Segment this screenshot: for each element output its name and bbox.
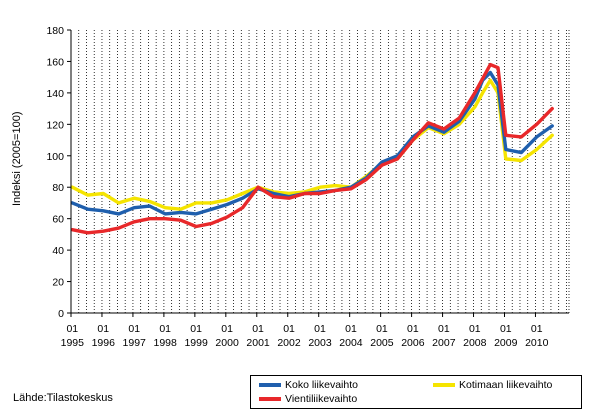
y-tick-label: 60 — [52, 214, 64, 226]
x-axis-ticks: 01 1995 01 1996 01 1997 01 1998 01 1999 01 2000 01 20… — [61, 313, 549, 349]
x-tick-year-label: 2007 — [432, 337, 456, 349]
legend-label-vienti: Vientiliikevaihto — [285, 393, 358, 405]
x-tick-year-label: 2009 — [494, 337, 518, 349]
x-tick-year-label: 2001 — [246, 337, 270, 349]
x-tick-year-label: 2003 — [308, 337, 332, 349]
x-tick-month-label: 01 — [407, 323, 419, 335]
x-tick-month-label: 01 — [345, 323, 357, 335]
x-tick-month-label: 01 — [190, 323, 202, 335]
y-tick-label: 120 — [46, 119, 64, 131]
legend-swatch-koko — [259, 383, 281, 387]
y-tick-label: 100 — [46, 151, 64, 163]
x-tick-month-label: 01 — [469, 323, 481, 335]
x-tick-year-label: 1996 — [92, 337, 116, 349]
x-tick-year-label: 2002 — [277, 337, 301, 349]
x-tick-month-label: 01 — [252, 323, 264, 335]
x-tick-month-label: 01 — [376, 323, 388, 335]
y-tick-label: 0 — [58, 308, 64, 320]
x-tick-year-label: 1998 — [154, 337, 178, 349]
x-tick-month-label: 01 — [500, 323, 512, 335]
y-tick-label: 80 — [52, 182, 64, 194]
legend-swatch-kotimaan — [433, 383, 455, 387]
x-tick-year-label: 1995 — [61, 337, 85, 349]
y-tick-label: 160 — [46, 56, 64, 68]
legend-label-koko: Koko liikevaihto — [285, 379, 358, 391]
legend: Koko liikevaihto Kotimaan liikevaihto Vi… — [250, 375, 582, 409]
x-tick-year-label: 2010 — [525, 337, 549, 349]
x-tick-month-label: 01 — [314, 323, 326, 335]
x-tick-month-label: 01 — [283, 323, 295, 335]
x-tick-year-label: 2006 — [401, 337, 425, 349]
series-lines — [70, 62, 554, 235]
y-tick-label: 140 — [46, 88, 64, 100]
x-tick-year-label: 1999 — [184, 337, 208, 349]
x-tick-year-label: 2005 — [370, 337, 394, 349]
x-tick-month-label: 01 — [128, 323, 140, 335]
x-tick-year-label: 2004 — [339, 337, 363, 349]
x-tick-month-label: 01 — [97, 323, 109, 335]
x-tick-month-label: 01 — [159, 323, 171, 335]
x-tick-year-label: 1997 — [123, 337, 147, 349]
x-tick-year-label: 2008 — [463, 337, 487, 349]
y-axis-title: Indeksi (2005=100) — [11, 112, 23, 206]
series-line-2 — [70, 62, 554, 235]
y-tick-label: 180 — [46, 25, 64, 37]
x-tick-month-label: 01 — [531, 323, 543, 335]
x-tick-month-label: 01 — [66, 323, 78, 335]
y-axis-ticks: 0 20 40 60 80 100 120 140 160 180 — [46, 25, 71, 320]
y-tick-label: 40 — [52, 245, 64, 257]
legend-swatch-vienti — [259, 397, 281, 401]
x-tick-month-label: 01 — [221, 323, 233, 335]
legend-item-koko: Koko liikevaihto — [259, 379, 358, 391]
legend-item-kotimaan: Kotimaan liikevaihto — [433, 379, 552, 391]
series-line-1 — [70, 78, 554, 211]
x-tick-month-label: 01 — [438, 323, 450, 335]
x-tick-year-label: 2000 — [215, 337, 239, 349]
legend-label-kotimaan: Kotimaan liikevaihto — [459, 379, 553, 391]
plot-area — [71, 30, 569, 313]
source-note: Lähde:Tilastokeskus — [13, 392, 113, 404]
y-tick-label: 20 — [52, 277, 64, 289]
legend-item-vienti: Vientiliikevaihto — [259, 393, 357, 405]
